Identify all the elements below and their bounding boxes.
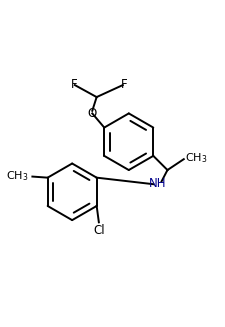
Text: CH$_3$: CH$_3$ <box>6 170 28 183</box>
Text: NH: NH <box>148 177 166 190</box>
Text: O: O <box>87 107 97 120</box>
Text: CH$_3$: CH$_3$ <box>184 152 207 165</box>
Text: F: F <box>120 77 127 91</box>
Text: F: F <box>70 77 77 91</box>
Text: Cl: Cl <box>93 224 104 237</box>
